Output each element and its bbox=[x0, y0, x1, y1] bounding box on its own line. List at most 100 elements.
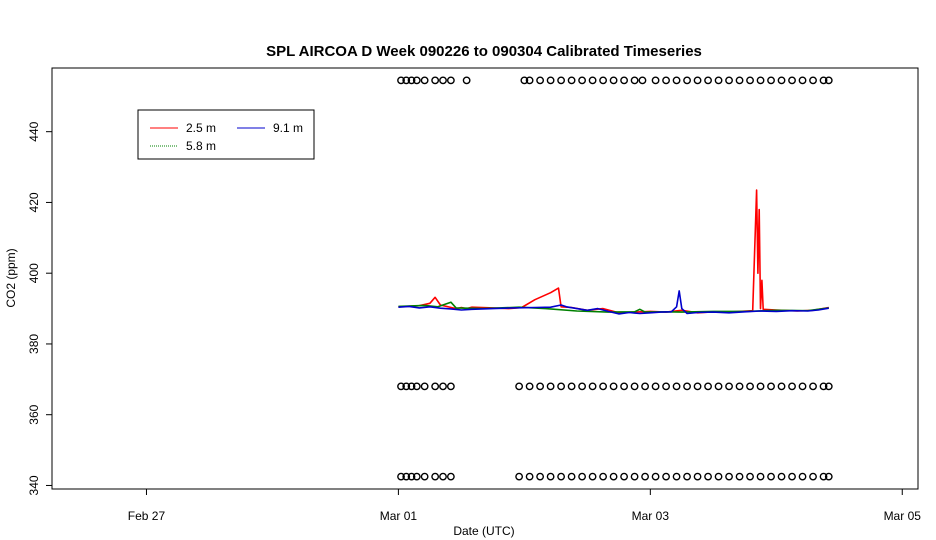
marker-point bbox=[407, 382, 416, 391]
marker-rows bbox=[397, 76, 833, 481]
marker-point bbox=[557, 76, 566, 85]
marker-point bbox=[788, 382, 796, 391]
marker-point bbox=[672, 472, 681, 481]
marker-point bbox=[431, 472, 440, 481]
legend-label-5-8m: 5.8 m bbox=[186, 139, 216, 153]
chart-title: SPL AIRCOA D Week 090226 to 090304 Calib… bbox=[266, 43, 702, 60]
plot-frame bbox=[51, 67, 919, 490]
marker-point bbox=[397, 382, 405, 391]
legend-label-9-1m: 9.1 m bbox=[273, 121, 303, 135]
marker-point bbox=[578, 76, 586, 85]
marker-point bbox=[704, 76, 712, 85]
marker-point bbox=[402, 76, 411, 85]
marker-point bbox=[420, 382, 429, 391]
marker-point bbox=[630, 382, 639, 391]
x-tick-label: Mar 05 bbox=[884, 509, 922, 523]
legend-box bbox=[137, 109, 315, 160]
marker-point bbox=[578, 382, 586, 391]
y-tick-label: 380 bbox=[27, 334, 41, 354]
marker-point bbox=[412, 382, 421, 391]
marker-point bbox=[515, 382, 524, 391]
marker-point bbox=[777, 382, 786, 391]
series-line-9-1-m bbox=[398, 290, 829, 315]
marker-point bbox=[536, 382, 545, 391]
marker-point bbox=[798, 472, 807, 481]
x-tick-label: Feb 27 bbox=[128, 509, 166, 523]
marker-point bbox=[767, 472, 775, 481]
marker-point bbox=[714, 382, 723, 391]
marker-point bbox=[609, 472, 618, 481]
marker-point bbox=[824, 382, 833, 391]
marker-point bbox=[651, 472, 660, 481]
marker-point bbox=[620, 76, 628, 85]
marker-point bbox=[798, 76, 807, 85]
x-axis-label: Date (UTC) bbox=[453, 524, 514, 538]
marker-point bbox=[402, 382, 411, 391]
marker-point bbox=[809, 382, 817, 391]
marker-point bbox=[431, 76, 440, 85]
marker-point bbox=[735, 76, 744, 85]
y-tick-label: 340 bbox=[27, 475, 41, 495]
marker-point bbox=[704, 472, 712, 481]
marker-point bbox=[431, 382, 440, 391]
marker-point bbox=[809, 76, 817, 85]
marker-point bbox=[824, 76, 833, 85]
marker-point bbox=[439, 472, 447, 481]
marker-point bbox=[402, 472, 411, 481]
marker-point bbox=[809, 472, 817, 481]
marker-point bbox=[714, 76, 723, 85]
marker-point bbox=[407, 472, 416, 481]
marker-point bbox=[725, 382, 733, 391]
marker-point bbox=[735, 472, 744, 481]
marker-point bbox=[798, 382, 807, 391]
marker-point bbox=[662, 76, 670, 85]
marker-point bbox=[439, 382, 447, 391]
marker-point bbox=[546, 472, 555, 481]
marker-point bbox=[756, 472, 765, 481]
marker-point bbox=[557, 472, 566, 481]
marker-point bbox=[420, 76, 429, 85]
marker-point bbox=[462, 76, 471, 85]
y-tick-label: 440 bbox=[27, 121, 41, 141]
marker-point bbox=[439, 76, 447, 85]
x-axis: Feb 27 Mar 01 Mar 03 Mar 05 bbox=[128, 489, 921, 523]
marker-point bbox=[746, 76, 754, 85]
marker-point bbox=[651, 76, 660, 85]
marker-point bbox=[599, 382, 607, 391]
marker-point bbox=[788, 76, 796, 85]
marker-point bbox=[609, 382, 618, 391]
marker-point bbox=[672, 76, 681, 85]
marker-point bbox=[446, 472, 455, 481]
marker-point bbox=[777, 76, 786, 85]
marker-point bbox=[746, 472, 754, 481]
marker-point bbox=[536, 76, 545, 85]
marker-point bbox=[525, 472, 534, 481]
marker-point bbox=[630, 76, 639, 85]
marker-point bbox=[412, 76, 421, 85]
y-tick-label: 360 bbox=[27, 404, 41, 424]
marker-point bbox=[641, 472, 649, 481]
marker-point bbox=[819, 472, 828, 481]
marker-point bbox=[515, 472, 524, 481]
marker-point bbox=[525, 76, 534, 85]
marker-point bbox=[683, 76, 691, 85]
marker-point bbox=[412, 472, 421, 481]
y-axis-label: CO2 (ppm) bbox=[4, 248, 18, 307]
marker-point bbox=[609, 76, 618, 85]
marker-point bbox=[397, 472, 405, 481]
marker-point bbox=[693, 76, 702, 85]
marker-point bbox=[662, 382, 670, 391]
marker-point bbox=[714, 472, 723, 481]
marker-point bbox=[767, 76, 775, 85]
series-lines bbox=[398, 189, 829, 315]
marker-point bbox=[777, 472, 786, 481]
marker-point bbox=[725, 76, 733, 85]
marker-point bbox=[735, 382, 744, 391]
legend-label-2-5m: 2.5 m bbox=[186, 121, 216, 135]
marker-point bbox=[756, 76, 765, 85]
marker-point bbox=[446, 382, 455, 391]
marker-point bbox=[746, 382, 754, 391]
marker-point bbox=[546, 76, 555, 85]
marker-point bbox=[683, 382, 691, 391]
